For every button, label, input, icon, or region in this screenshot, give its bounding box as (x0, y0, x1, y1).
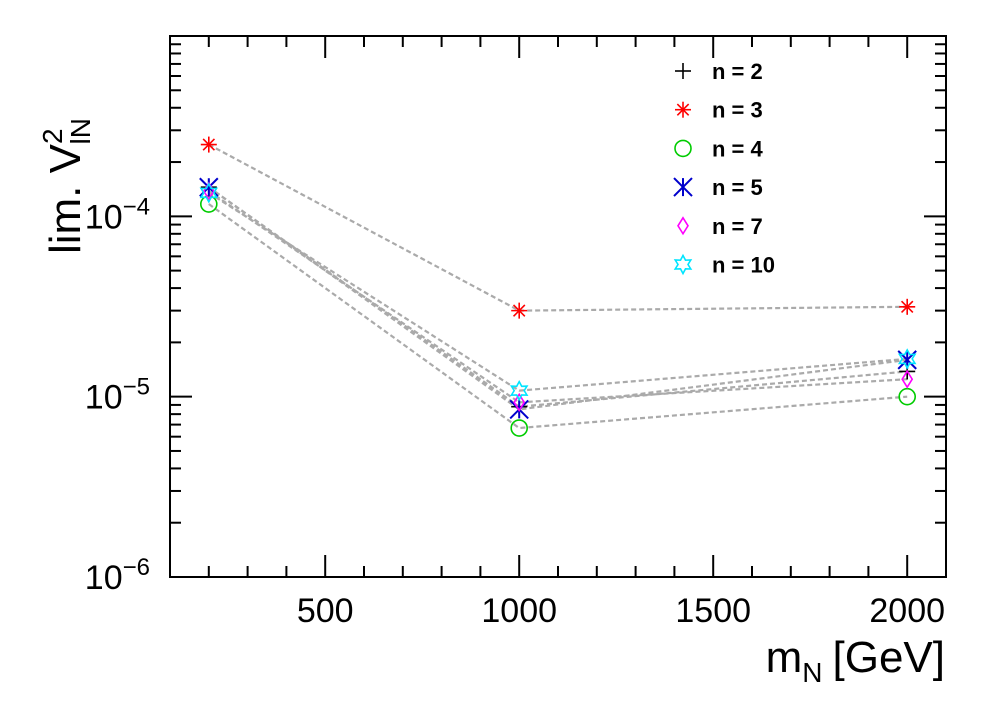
data-point (513, 392, 526, 412)
plot-frame (169, 35, 947, 578)
x-tick-labels: 500 1000 1500 2000 (297, 592, 945, 630)
x-tick-label: 2000 (869, 592, 945, 630)
legend-marker (677, 216, 689, 236)
x-axis-title-unit: [GeV] (833, 633, 946, 682)
data-point (510, 419, 529, 437)
x-tick-label: 1000 (481, 592, 557, 630)
legend-marker (675, 101, 691, 118)
marker-stroke (673, 177, 693, 197)
y-tick-label-exponent: −4 (123, 193, 150, 220)
series-line (208, 191, 908, 392)
x-tick-label: 500 (297, 592, 354, 630)
legend-marker (675, 63, 691, 79)
y-tick-label-base: 10 (85, 198, 123, 236)
y-axis-title-sub: lN (65, 118, 96, 144)
legend-marker (673, 253, 693, 276)
y-tick-label-base: 10 (85, 559, 123, 597)
y-axis-title-main: lim. V (41, 143, 90, 254)
data-point (511, 302, 528, 319)
legend-label: n = 3 (712, 98, 763, 123)
legend-label: n = 4 (712, 136, 764, 161)
marker-stroke (900, 300, 914, 314)
series-line (208, 186, 908, 411)
series-markers (199, 136, 917, 437)
y-tick-label-base: 10 (85, 379, 123, 417)
marker-stroke (512, 304, 526, 317)
legend-label: n = 10 (712, 253, 775, 278)
legend-label: n = 7 (712, 214, 763, 239)
y-tick-label: 10−4 (85, 193, 150, 236)
series-lines (208, 143, 908, 430)
legend-label: n = 5 (712, 175, 763, 200)
series-line (208, 190, 908, 404)
y-axis-title: lim. V2lN (37, 118, 96, 254)
y-tick-labels: 10−610−510−4 (85, 193, 150, 597)
y-tick-label: 10−6 (85, 554, 150, 597)
legend-marker (674, 139, 692, 158)
legend: n = 2 n = 3 n = 4 n = 5 n = 7 n = 10 (673, 59, 775, 278)
marker-stroke (202, 138, 216, 151)
data-point (199, 182, 219, 204)
series-line (208, 143, 908, 312)
y-tick-label: 10−5 (85, 374, 150, 417)
axis-ticks (170, 36, 947, 578)
x-tick-label: 1500 (675, 592, 751, 630)
series-line (208, 203, 908, 430)
data-point (897, 348, 917, 370)
y-tick-label-exponent: −6 (123, 554, 150, 581)
x-axis-title-sub: N (802, 657, 822, 688)
data-point (899, 298, 916, 315)
data-point (200, 136, 217, 153)
y-axis-title-sup: 2 (37, 128, 68, 144)
x-axis-title-main: m (766, 633, 803, 682)
x-axis-title: mN [GeV] (766, 633, 945, 688)
data-point (509, 379, 529, 402)
data-point (901, 369, 914, 389)
y-tick-label-exponent: −5 (123, 374, 150, 401)
marker-stroke (676, 103, 690, 116)
legend-label: n = 2 (712, 59, 763, 84)
legend-marker (673, 177, 693, 197)
